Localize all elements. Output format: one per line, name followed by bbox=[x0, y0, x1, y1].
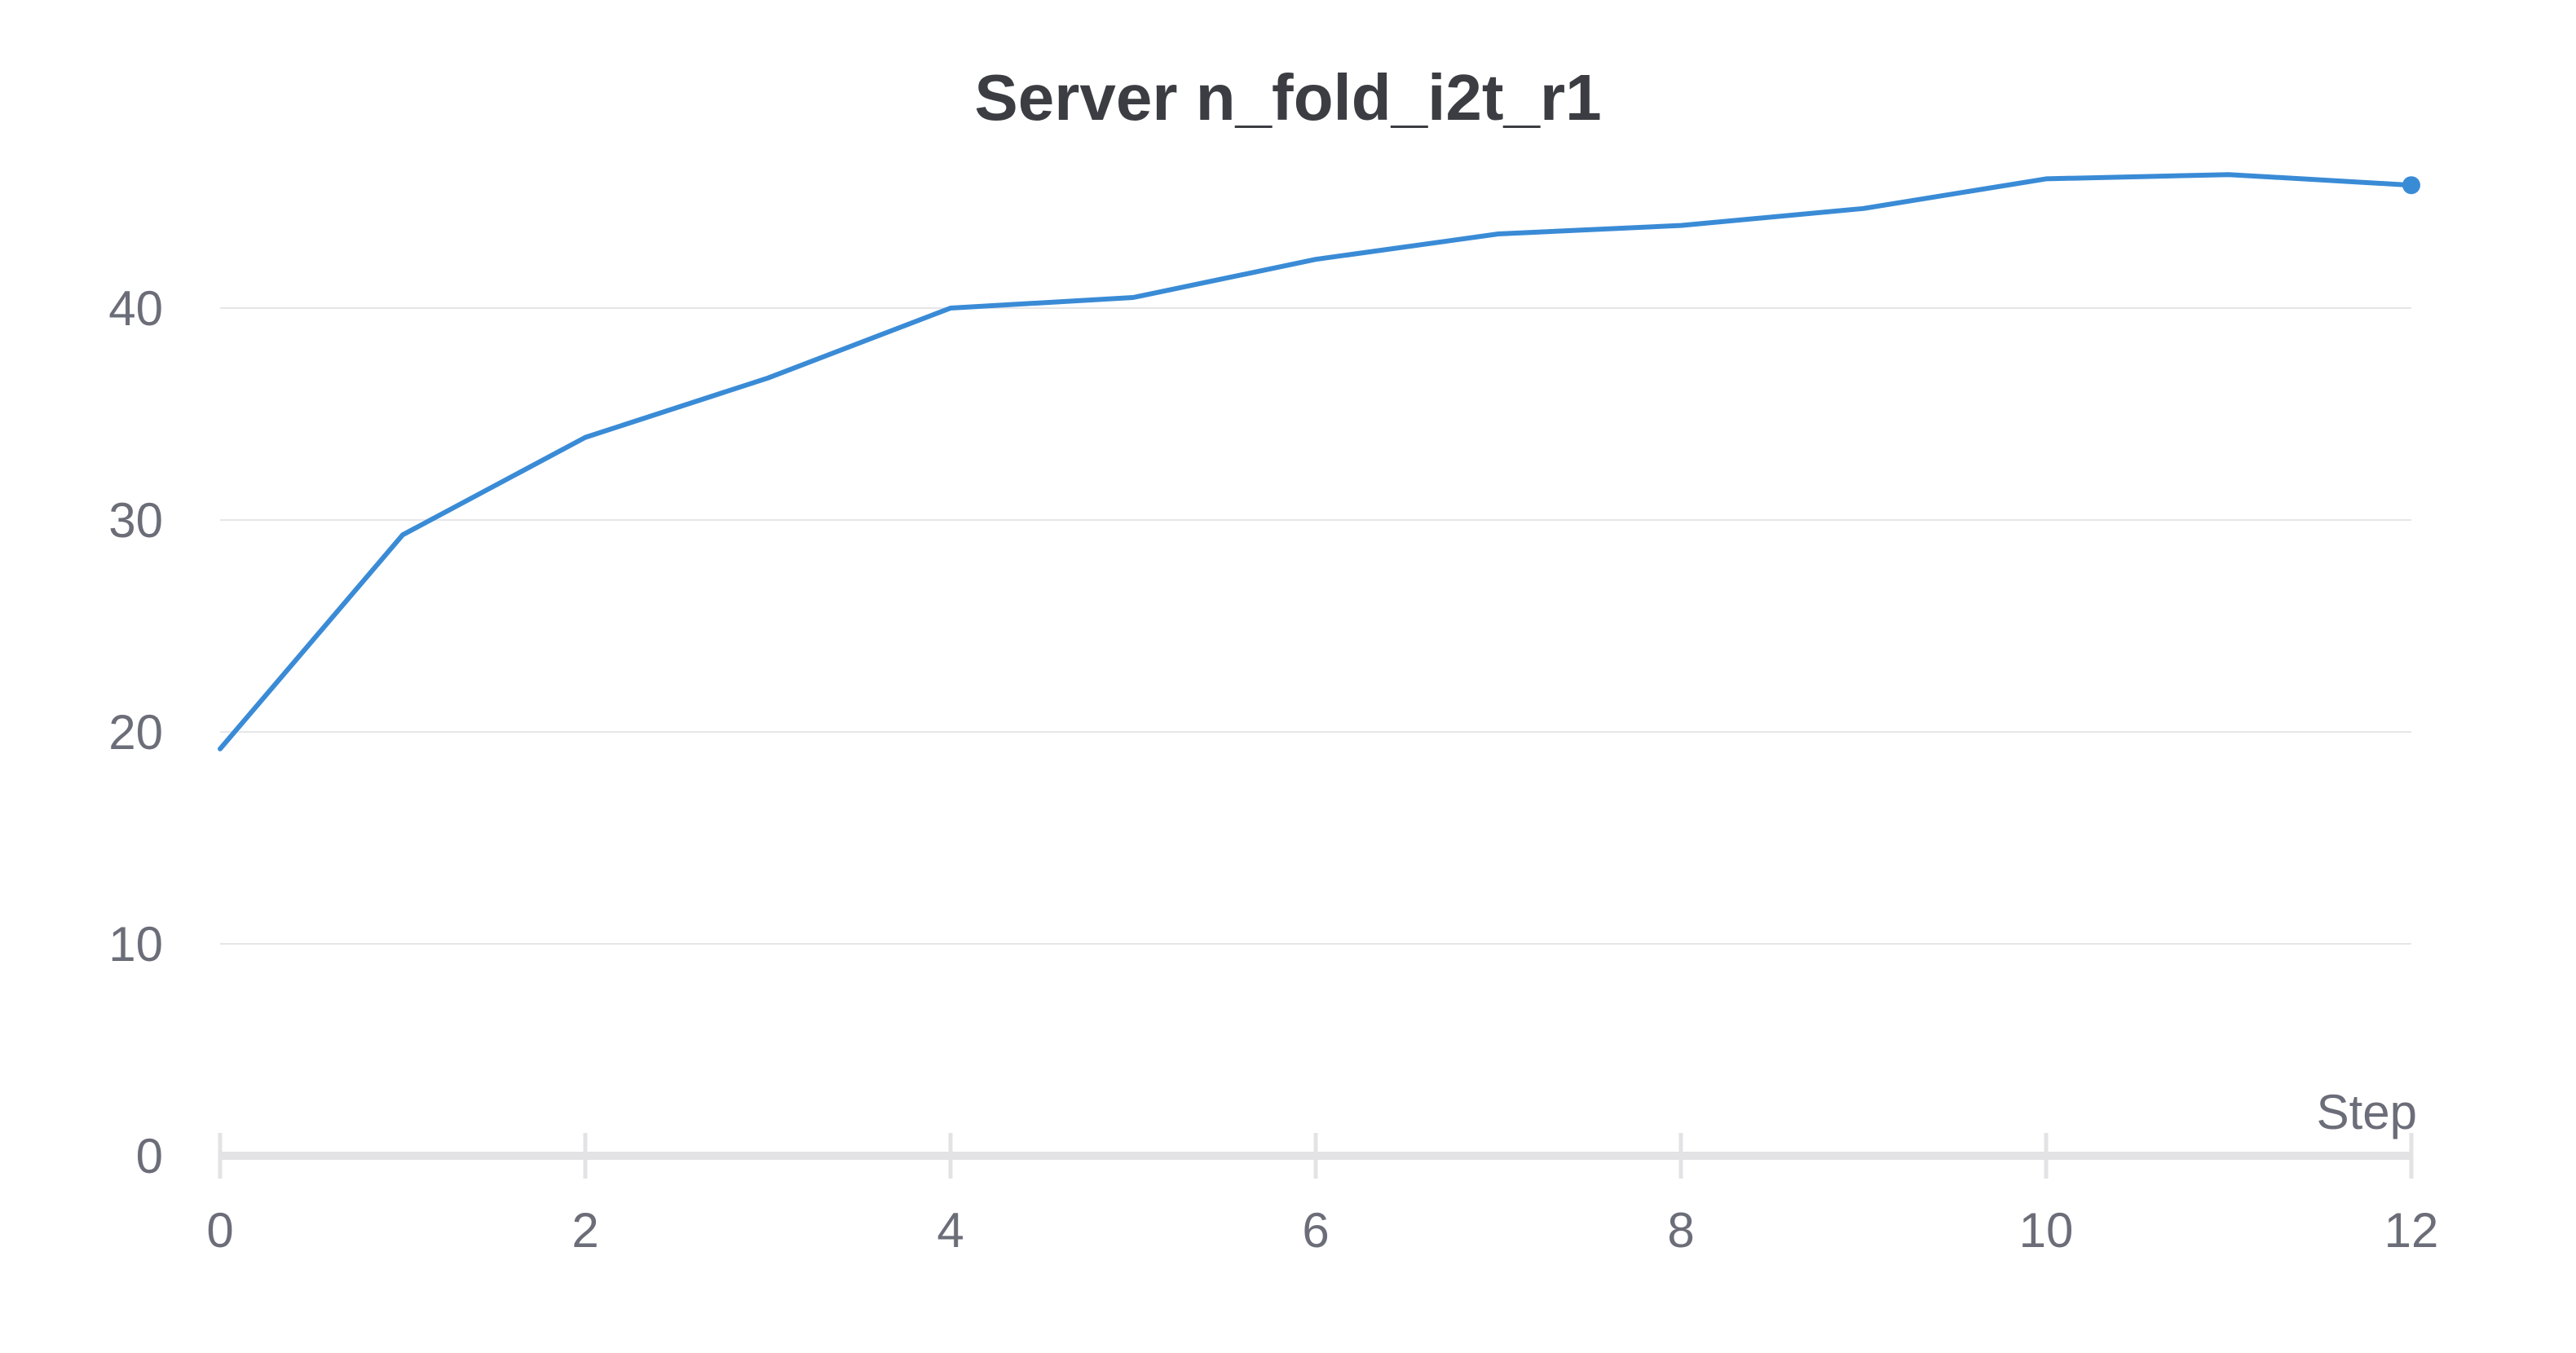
x-axis bbox=[218, 1133, 2414, 1179]
x-tick-label: 12 bbox=[2384, 1203, 2439, 1258]
x-axis-title: Step bbox=[2317, 1085, 2417, 1139]
data-point bbox=[948, 306, 953, 311]
data-point bbox=[1678, 223, 1683, 228]
series-line bbox=[218, 172, 2414, 751]
y-tick-label: 40 bbox=[108, 281, 163, 336]
y-tick-label: 30 bbox=[108, 493, 163, 548]
data-point bbox=[583, 435, 588, 440]
y-tick-label: 20 bbox=[108, 705, 163, 760]
data-point bbox=[1131, 295, 1136, 300]
data-point bbox=[2226, 172, 2231, 177]
series-end-point bbox=[2402, 176, 2420, 195]
grid-lines bbox=[220, 307, 2411, 945]
series-group bbox=[218, 172, 2420, 751]
data-point bbox=[2044, 176, 2049, 181]
x-tick-label: 8 bbox=[1667, 1203, 1694, 1258]
data-point bbox=[1861, 206, 1866, 211]
y-tick-label: 0 bbox=[136, 1129, 163, 1183]
data-point bbox=[218, 747, 223, 751]
x-tick-label: 0 bbox=[206, 1203, 233, 1258]
x-tick-label: 6 bbox=[1302, 1203, 1329, 1258]
x-tick-label: 2 bbox=[571, 1203, 598, 1258]
y-tick-label: 10 bbox=[108, 917, 163, 972]
x-tick-label: 10 bbox=[2019, 1203, 2074, 1258]
data-point bbox=[765, 376, 770, 381]
x-tick-label: 4 bbox=[937, 1203, 964, 1258]
x-axis-labels: 0 2 4 6 8 10 12 bbox=[206, 1203, 2438, 1258]
data-point bbox=[1313, 257, 1318, 262]
y-axis-labels: 0 10 20 30 40 bbox=[108, 281, 163, 1183]
data-point bbox=[400, 532, 405, 537]
chart-title: Server n_fold_i2t_r1 bbox=[974, 61, 1602, 134]
data-point bbox=[1496, 231, 1501, 236]
